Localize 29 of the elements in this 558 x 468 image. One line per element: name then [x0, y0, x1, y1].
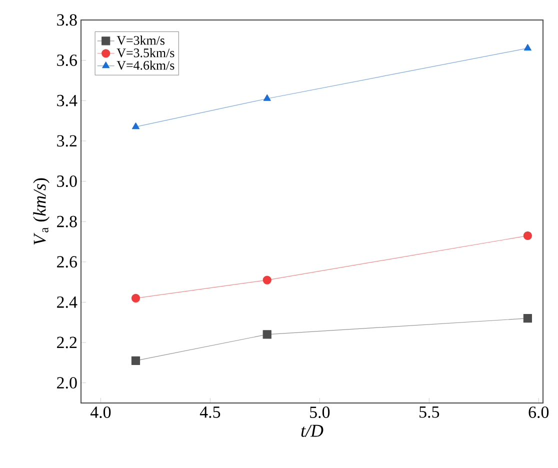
x-tick-label: 5.0: [310, 406, 330, 418]
legend-label: V=3.5km/s: [116, 48, 174, 58]
point: [262, 330, 272, 339]
y-tick-label: 3.8: [57, 14, 77, 26]
y-axis-title: V$_{a}$ (km/s): [33, 178, 50, 245]
y-tick-label: 3.2: [57, 135, 77, 147]
x-tick-label: 4.0: [90, 406, 111, 418]
point: [132, 122, 140, 130]
x-tick-label: 5.5: [420, 406, 440, 418]
x-axis-title: t/D: [301, 424, 324, 437]
x-tick-label: 4.5: [200, 406, 220, 418]
point: [131, 294, 140, 302]
y-tick-label: 3.6: [57, 54, 77, 66]
y-tick-label: 3.4: [57, 94, 78, 106]
point: [263, 94, 271, 101]
point: [523, 231, 532, 240]
x-tick-label: 6.0: [528, 406, 549, 418]
point: [523, 314, 532, 323]
legend-label: V=3km/s: [116, 36, 165, 45]
y-tick-label: 2.4: [57, 296, 78, 308]
point: [131, 356, 140, 365]
y-tick-label: 2.2: [57, 336, 77, 348]
point: [262, 276, 272, 284]
legend-label: V=4.6km/s: [116, 60, 174, 70]
point: [524, 44, 532, 51]
y-tick-label: 2.0: [57, 377, 77, 389]
y-tick-label: 2.8: [57, 216, 77, 228]
y-tick-label: 3.0: [57, 176, 77, 188]
y-tick-label: 2.6: [57, 256, 77, 268]
